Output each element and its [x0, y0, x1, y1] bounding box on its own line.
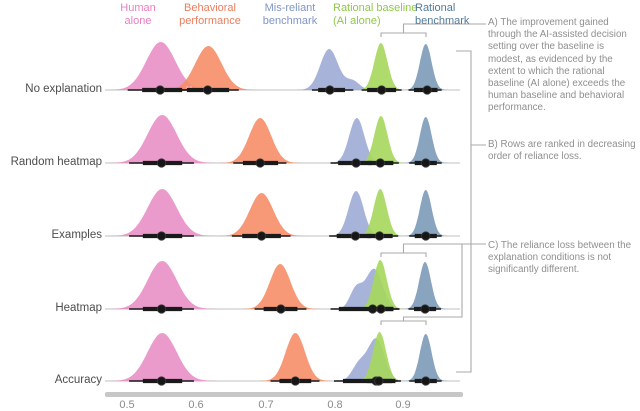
median-dot-behavioral: [255, 158, 265, 168]
median-dot-misreliant: [351, 158, 361, 168]
density-rational_baseline: [353, 116, 409, 163]
legend-misreliant: Mis-reliant benchmark: [262, 2, 318, 27]
ridge-row-4: [101, 332, 460, 386]
density-behavioral: [213, 118, 307, 163]
median-dot-human: [156, 231, 167, 241]
annotation-connectors: [380, 23, 486, 373]
ridge-row-3: [101, 260, 460, 314]
row-label-random-heatmap: Random heatmap: [10, 156, 102, 168]
x-tick-0-9: 0.9: [395, 399, 411, 411]
density-behavioral: [212, 193, 311, 236]
x-axis-bar: [105, 392, 463, 397]
density-behavioral: [236, 264, 324, 309]
density-misreliant: [330, 268, 409, 309]
row-label-examples: Examples: [51, 229, 103, 241]
median-dot-human: [156, 158, 167, 168]
x-tick-0-6: 0.6: [188, 399, 204, 411]
bracket-c: [380, 243, 486, 325]
density-rational_baseline: [352, 189, 408, 236]
density-human: [101, 115, 223, 163]
density-human: [101, 333, 223, 381]
median-dot-rational_benchmark: [420, 304, 430, 314]
annotation-a: A) The improvement gained through the AI…: [488, 17, 627, 114]
median-dot-human: [156, 304, 167, 314]
median-dot-rational_baseline: [376, 304, 386, 314]
ridge-row-2: [101, 189, 460, 241]
density-rational_benchmark: [401, 117, 451, 163]
x-tick-0-5: 0.5: [119, 399, 135, 411]
density-human: [101, 189, 223, 236]
x-tick-0-8: 0.8: [327, 399, 343, 411]
median-dot-misreliant: [325, 85, 335, 95]
median-dot-misreliant: [350, 231, 360, 241]
ridge-row-1: [101, 115, 460, 168]
bracket-b: [456, 50, 486, 373]
row-label-no-explanation: No explanation: [25, 83, 102, 95]
ridge-row-0: [100, 42, 460, 95]
median-dot-behavioral: [203, 85, 213, 95]
median-dot-rational_baseline: [374, 231, 385, 241]
median-dot-rational_benchmark: [422, 85, 432, 95]
density-layer: [100, 42, 460, 386]
density-rational_baseline: [352, 332, 408, 381]
legend-rational-benchmark: Rational benchmark: [415, 2, 470, 27]
density-rational_baseline: [353, 43, 409, 90]
x-tick-0-7: 0.7: [258, 399, 274, 411]
legend-rational-baseline: Rational baseline (AI alone): [333, 2, 418, 27]
density-rational_baseline: [352, 260, 408, 309]
density-behavioral: [153, 46, 264, 90]
median-dot-rational_baseline: [375, 158, 385, 168]
row-label-accuracy: Accuracy: [54, 374, 102, 386]
median-dot-rational_benchmark: [421, 158, 431, 168]
annotation-c: C) The reliance loss between the explana…: [488, 240, 632, 276]
median-dot-rational_benchmark: [421, 376, 431, 386]
density-misreliant: [291, 49, 382, 90]
legend-human-alone: Human alone: [120, 2, 156, 27]
legend-behavioral: Behavioral performance: [179, 2, 241, 27]
density-human: [100, 42, 222, 90]
density-human: [101, 261, 223, 309]
median-dot-behavioral: [256, 231, 267, 241]
density-rational_benchmark: [401, 190, 451, 236]
density-rational_benchmark: [401, 44, 451, 90]
density-rational_benchmark: [401, 334, 451, 381]
median-dot-human: [156, 376, 167, 386]
median-dot-rational_baseline: [377, 85, 387, 95]
density-misreliant: [329, 338, 411, 381]
median-dot-human: [155, 85, 165, 95]
density-misreliant: [324, 118, 389, 163]
bracket-a: [380, 23, 486, 37]
density-rational_benchmark: [400, 262, 450, 309]
annotation-b: B) Rows are ranked in decreasing order o…: [488, 139, 636, 163]
median-dot-rational_baseline: [374, 376, 384, 386]
median-dot-rational_benchmark: [421, 231, 431, 241]
density-misreliant: [324, 191, 388, 236]
density-behavioral: [254, 333, 336, 381]
median-dot-behavioral: [290, 376, 300, 386]
row-label-heatmap: Heatmap: [55, 302, 102, 314]
median-dot-behavioral: [276, 304, 286, 314]
